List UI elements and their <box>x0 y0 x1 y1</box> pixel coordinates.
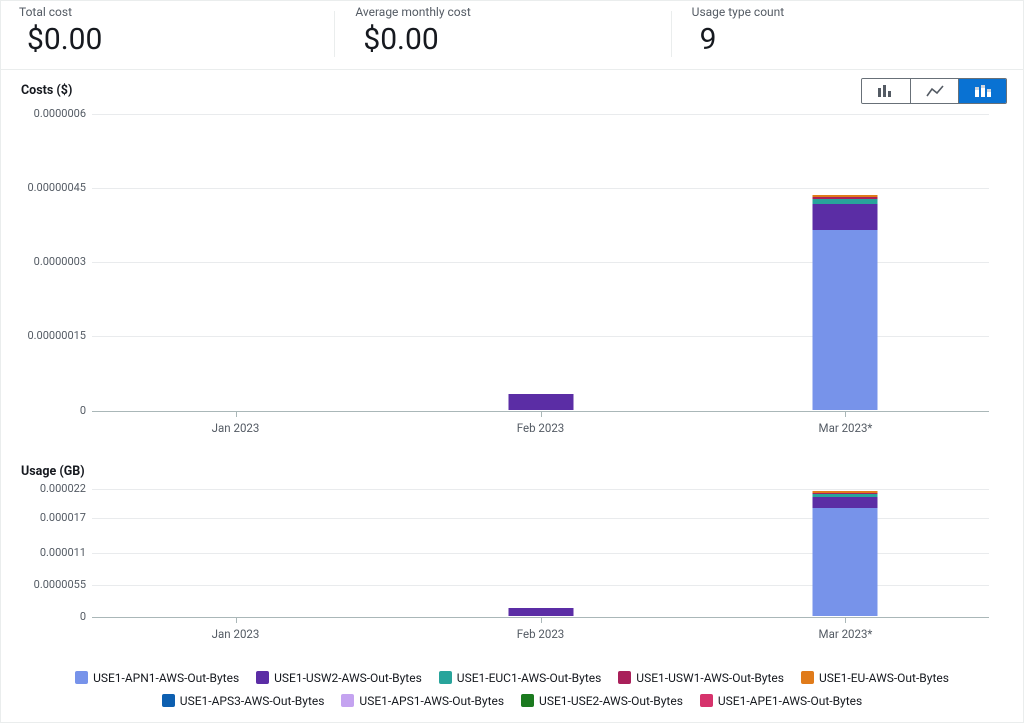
legend-label: USE1-APS1-AWS-Out-Bytes <box>359 691 504 711</box>
legend-swatch <box>439 671 452 684</box>
x-axis-label: Feb 2023 <box>517 627 565 641</box>
y-axis-label: 0.000017 <box>17 511 86 524</box>
bar[interactable] <box>508 394 573 410</box>
legend-swatch <box>341 694 354 707</box>
legend-swatch <box>75 671 88 684</box>
summary-value: $0.00 <box>353 19 662 59</box>
summary-label: Usage type count <box>690 5 999 19</box>
x-axis-tick <box>236 617 237 623</box>
y-axis-label: 0.00000015 <box>17 329 86 342</box>
bar-segment <box>813 508 878 616</box>
summary-label: Average monthly cost <box>353 5 662 19</box>
legend-item[interactable]: USE1-APS1-AWS-Out-Bytes <box>341 691 504 711</box>
plot-area: Jan 2023Feb 2023Mar 2023* <box>92 489 989 617</box>
legend-label: USE1-USE2-AWS-Out-Bytes <box>539 691 683 711</box>
legend-item[interactable]: USE1-APN1-AWS-Out-Bytes <box>75 668 239 688</box>
divider <box>334 11 335 57</box>
y-axis-label: 0 <box>17 404 86 417</box>
view-line-button[interactable] <box>910 79 958 103</box>
line-chart-icon <box>926 84 944 98</box>
bar-segment <box>508 394 573 410</box>
legend-swatch <box>162 694 175 707</box>
usage-chart: Jan 2023Feb 2023Mar 2023*00.00000550.000… <box>17 479 1007 664</box>
legend-label: USE1-EUC1-AWS-Out-Bytes <box>457 668 602 688</box>
bar[interactable] <box>508 608 573 616</box>
summary-avg-monthly-cost: Average monthly cost $0.00 <box>353 5 670 59</box>
y-axis-label: 0.0000006 <box>17 107 86 120</box>
legend-item[interactable]: USE1-USW1-AWS-Out-Bytes <box>618 668 784 688</box>
summary-value: $0.00 <box>17 19 326 59</box>
x-axis-tick <box>541 411 542 417</box>
summary-value: 9 <box>690 19 999 59</box>
legend-label: USE1-APS3-AWS-Out-Bytes <box>180 691 325 711</box>
chart-header: Costs ($) <box>17 78 1007 104</box>
legend-swatch <box>700 694 713 707</box>
legend-label: USE1-EU-AWS-Out-Bytes <box>819 668 949 688</box>
legend-item[interactable]: USE1-APE1-AWS-Out-Bytes <box>700 691 862 711</box>
legend-swatch <box>256 671 269 684</box>
summary-total-cost: Total cost $0.00 <box>17 5 334 59</box>
bar-segment <box>813 230 878 410</box>
x-axis-tick <box>845 617 846 623</box>
costs-chart-title: Costs ($) <box>17 83 72 98</box>
bar-segment <box>813 497 878 509</box>
x-axis-label: Jan 2023 <box>212 421 260 435</box>
x-axis-label: Mar 2023* <box>819 421 873 435</box>
gridline <box>92 188 989 189</box>
bar[interactable] <box>813 491 878 616</box>
x-axis-label: Jan 2023 <box>212 627 260 641</box>
y-axis-label: 0.000011 <box>17 546 86 559</box>
legend-swatch <box>801 671 814 684</box>
x-axis-tick <box>845 411 846 417</box>
costs-chart-block: Costs ($) <box>1 70 1023 464</box>
x-axis-tick <box>236 411 237 417</box>
legend-item[interactable]: USE1-USE2-AWS-Out-Bytes <box>521 691 683 711</box>
divider <box>671 11 672 57</box>
y-axis-label: 0.0000003 <box>17 255 86 268</box>
view-stacked-button[interactable] <box>958 79 1006 103</box>
view-bar-button[interactable] <box>862 79 910 103</box>
bar-segment <box>508 608 573 616</box>
y-axis-label: 0 <box>17 610 86 623</box>
legend-item[interactable]: USE1-EUC1-AWS-Out-Bytes <box>439 668 602 688</box>
summary-row: Total cost $0.00 Average monthly cost $0… <box>1 1 1023 70</box>
plot-area: Jan 2023Feb 2023Mar 2023* <box>92 114 989 411</box>
bar-segment <box>813 204 878 231</box>
stacked-bar-chart-icon <box>974 84 992 98</box>
chart-view-toggle <box>861 78 1007 104</box>
legend-label: USE1-APE1-AWS-Out-Bytes <box>718 691 862 711</box>
usage-chart-block: Usage (GB) Jan 2023Feb 2023Mar 2023*00.0… <box>1 464 1023 664</box>
x-axis-label: Mar 2023* <box>819 627 873 641</box>
y-axis-label: 0.00000045 <box>17 181 86 194</box>
legend-item[interactable]: USE1-USW2-AWS-Out-Bytes <box>256 668 422 688</box>
legend-swatch <box>618 671 631 684</box>
gridline <box>92 489 989 490</box>
summary-usage-type-count: Usage type count 9 <box>690 5 1007 59</box>
chart-legend: USE1-APN1-AWS-Out-Bytes USE1-USW2-AWS-Ou… <box>1 664 1023 722</box>
bar[interactable] <box>813 195 878 410</box>
legend-item[interactable]: USE1-APS3-AWS-Out-Bytes <box>162 691 325 711</box>
x-axis-tick <box>541 617 542 623</box>
summary-label: Total cost <box>17 5 326 19</box>
x-axis-label: Feb 2023 <box>517 421 565 435</box>
cost-explorer-panel: Total cost $0.00 Average monthly cost $0… <box>0 0 1024 723</box>
legend-swatch <box>521 694 534 707</box>
legend-item[interactable]: USE1-EU-AWS-Out-Bytes <box>801 668 949 688</box>
legend-label: USE1-USW1-AWS-Out-Bytes <box>636 668 784 688</box>
usage-chart-title: Usage (GB) <box>17 464 1007 479</box>
gridline <box>92 114 989 115</box>
bar-chart-icon <box>877 84 895 98</box>
y-axis-label: 0.0000055 <box>17 578 86 591</box>
costs-chart: Jan 2023Feb 2023Mar 2023*00.000000150.00… <box>17 104 1007 464</box>
legend-label: USE1-USW2-AWS-Out-Bytes <box>274 668 422 688</box>
legend-label: USE1-APN1-AWS-Out-Bytes <box>93 668 239 688</box>
y-axis-label: 0.000022 <box>17 482 86 495</box>
